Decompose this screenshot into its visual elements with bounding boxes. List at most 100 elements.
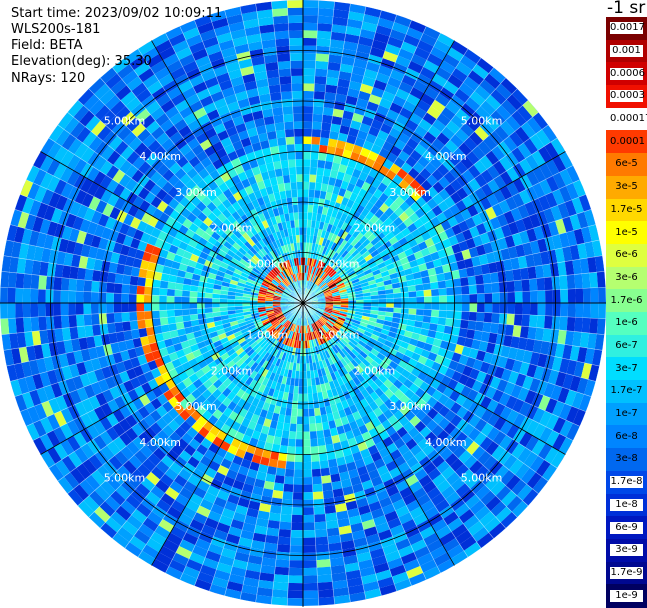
range-bin bbox=[182, 309, 190, 316]
range-bin bbox=[116, 554, 134, 570]
range-bin bbox=[122, 321, 131, 331]
range-bin bbox=[439, 310, 447, 318]
range-bin bbox=[290, 553, 303, 561]
range-bin bbox=[293, 477, 303, 485]
range-bin bbox=[61, 290, 69, 303]
range-bin bbox=[424, 309, 432, 316]
range-bin bbox=[23, 288, 31, 303]
range-bin bbox=[121, 284, 129, 294]
range-bin bbox=[115, 273, 124, 284]
range-bin bbox=[98, 303, 106, 314]
range-bin bbox=[312, 129, 321, 137]
range-bin bbox=[314, 514, 326, 522]
range-bin bbox=[316, 46, 330, 55]
range-bin bbox=[130, 27, 148, 42]
range-bin bbox=[303, 0, 319, 8]
range-bin bbox=[582, 318, 591, 333]
range-bin bbox=[490, 272, 499, 283]
range-bin bbox=[303, 91, 314, 99]
range-bin bbox=[313, 499, 324, 507]
range-bin bbox=[313, 491, 324, 499]
range-bin bbox=[486, 46, 504, 62]
range-bin bbox=[159, 303, 167, 311]
range-bin bbox=[182, 297, 190, 303]
range-bin bbox=[23, 303, 31, 318]
range-bin bbox=[23, 317, 32, 332]
range-bin bbox=[303, 30, 317, 38]
range-bin bbox=[129, 285, 137, 294]
range-bin bbox=[0, 303, 8, 319]
range-bin bbox=[312, 121, 322, 129]
range-bin bbox=[572, 444, 587, 462]
range-bin bbox=[315, 61, 328, 70]
range-bin bbox=[0, 383, 8, 401]
range-bin bbox=[303, 212, 308, 220]
range-bin bbox=[16, 318, 25, 333]
range-bin bbox=[69, 266, 78, 279]
range-bin bbox=[522, 291, 530, 303]
range-bin bbox=[144, 20, 162, 35]
range-bin bbox=[317, 574, 332, 583]
range-bin bbox=[311, 137, 320, 145]
range-bin bbox=[276, 552, 290, 561]
range-bin bbox=[317, 567, 332, 576]
range-bin bbox=[85, 269, 94, 281]
range-bin bbox=[324, 100, 335, 109]
range-bin bbox=[327, 527, 340, 536]
range-bin bbox=[67, 511, 84, 528]
range-bin bbox=[174, 296, 182, 303]
range-bin bbox=[326, 77, 339, 86]
range-bin bbox=[293, 492, 303, 500]
range-bin bbox=[278, 529, 291, 537]
range-bin bbox=[107, 272, 116, 283]
range-bin bbox=[523, 78, 540, 95]
range-bin bbox=[383, 598, 401, 607]
range-bin bbox=[31, 317, 40, 332]
range-bin bbox=[8, 272, 17, 288]
range-bin bbox=[311, 152, 319, 160]
range-bin bbox=[144, 303, 152, 311]
range-bin bbox=[303, 182, 309, 190]
range-bin bbox=[27, 130, 42, 148]
range-bin bbox=[129, 303, 137, 312]
range-bin bbox=[429, 580, 447, 594]
range-bin bbox=[545, 290, 553, 303]
range-bin bbox=[303, 568, 317, 576]
range-bin bbox=[92, 324, 101, 336]
range-bin bbox=[311, 461, 320, 469]
range-bin bbox=[485, 303, 493, 313]
range-bin bbox=[303, 379, 307, 387]
range-bin bbox=[512, 325, 521, 337]
range-bin bbox=[303, 409, 309, 417]
range-bin bbox=[220, 303, 228, 307]
range-bin bbox=[303, 38, 317, 46]
range-bin bbox=[36, 116, 52, 134]
range-bin bbox=[303, 553, 316, 561]
range-bin bbox=[409, 303, 417, 309]
range-bin bbox=[76, 314, 84, 326]
range-bin bbox=[174, 309, 182, 316]
range-bin bbox=[368, 603, 386, 607]
range-bin bbox=[320, 130, 330, 139]
range-bin bbox=[317, 23, 332, 32]
range-bin bbox=[292, 515, 303, 523]
range-bin bbox=[53, 290, 61, 303]
range-bin bbox=[69, 327, 78, 340]
range-bin bbox=[582, 273, 591, 288]
range-bin bbox=[537, 315, 546, 328]
range-bin bbox=[315, 68, 328, 76]
range-bin bbox=[534, 90, 550, 107]
range-bin bbox=[559, 275, 568, 289]
range-bin bbox=[0, 368, 3, 386]
range-bin bbox=[530, 303, 538, 315]
range-bin bbox=[303, 61, 316, 69]
range-bin bbox=[313, 99, 324, 107]
range-bin bbox=[84, 280, 92, 292]
range-bin bbox=[303, 432, 310, 440]
range-bin bbox=[500, 292, 508, 303]
range-bin bbox=[429, 12, 447, 26]
range-bin bbox=[316, 559, 330, 568]
range-bin bbox=[583, 288, 591, 303]
range-bin bbox=[567, 317, 576, 332]
range-bin bbox=[152, 311, 160, 319]
